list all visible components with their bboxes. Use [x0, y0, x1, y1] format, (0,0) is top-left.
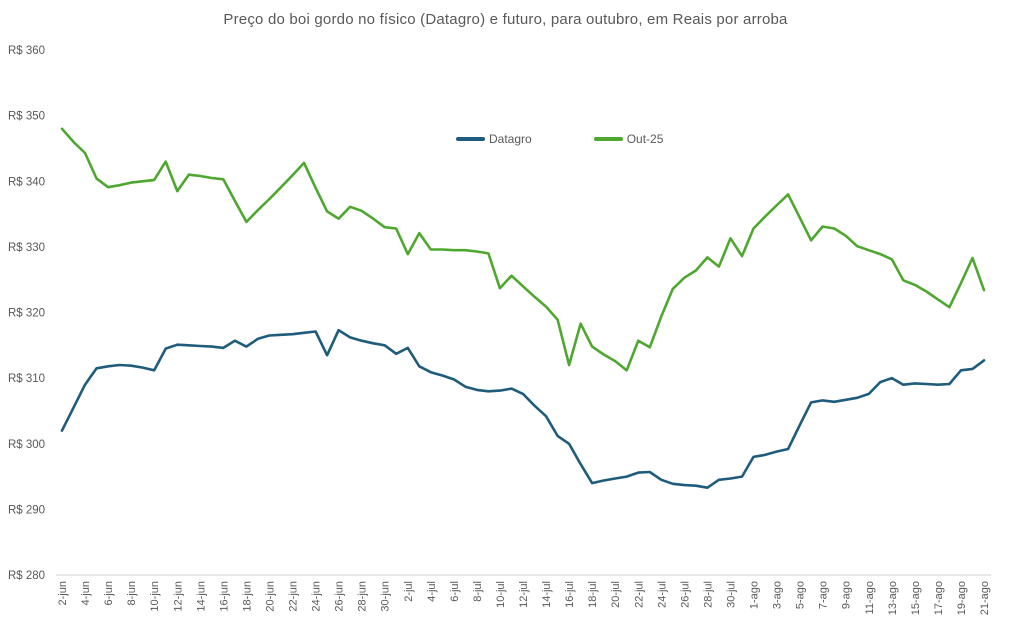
- y-tick-label: R$ 340: [8, 176, 45, 188]
- x-tick-label: 6-jun: [103, 581, 115, 605]
- y-tick-label: R$ 310: [8, 373, 45, 385]
- x-tick-label: 28-jun: [357, 581, 369, 612]
- legend-label-datagro: Datagro: [489, 132, 532, 146]
- y-tick-label: R$ 320: [8, 308, 45, 320]
- x-tick-label: 3-ago: [772, 581, 784, 609]
- x-tick-label: 10-jul: [495, 581, 507, 608]
- x-tick-label: 8-jun: [126, 581, 138, 605]
- x-tick-label: 5-ago: [795, 581, 807, 609]
- x-tick-label: 16-jul: [564, 581, 576, 608]
- x-tick-label: 16-jun: [218, 581, 230, 612]
- legend-marker-out25-line: [593, 137, 623, 141]
- x-tick-label: 26-jun: [334, 581, 346, 612]
- x-tick-label: 18-jun: [241, 581, 253, 612]
- x-tick-label: 24-jul: [656, 581, 668, 608]
- x-tick-label: 7-ago: [818, 581, 830, 609]
- x-tick-label: 4-jul: [426, 581, 438, 602]
- y-tick-label: R$ 300: [8, 439, 45, 451]
- x-tick-label: 28-jul: [702, 581, 714, 608]
- x-tick-label: 11-ago: [864, 581, 876, 614]
- x-tick-label: 2-jun: [57, 581, 69, 605]
- x-tick-label: 20-jun: [264, 581, 276, 612]
- x-tick-label: 26-jul: [679, 581, 691, 608]
- y-tick-label: R$ 290: [8, 504, 45, 516]
- y-tick-label: R$ 280: [8, 570, 45, 582]
- x-tick-label: 20-jul: [610, 581, 622, 608]
- x-tick-label: 22-jun: [288, 581, 300, 612]
- x-tick-label: 14-jun: [195, 581, 207, 612]
- x-tick-label: 13-ago: [887, 581, 899, 615]
- x-tick-label: 6-jul: [449, 581, 461, 602]
- x-tick-label: 17-ago: [933, 581, 945, 615]
- x-tick-label: 8-jul: [472, 581, 484, 602]
- x-tick-label: 2-jul: [403, 581, 415, 602]
- y-tick-label: R$ 350: [8, 111, 45, 123]
- x-tick-label: 19-ago: [956, 581, 968, 615]
- x-tick-label: 14-jul: [541, 581, 553, 608]
- x-tick-label: 12-jul: [518, 581, 530, 608]
- x-tick-label: 9-ago: [841, 581, 853, 609]
- x-tick-label: 30-jun: [380, 581, 392, 612]
- legend-marker-datagro-line: [456, 137, 485, 141]
- y-tick-label: R$ 360: [8, 45, 45, 57]
- x-tick-label: 18-jul: [587, 581, 599, 608]
- legend-item-datagro[interactable]: Datagro: [456, 132, 532, 146]
- chart-title: Preço do boi gordo no físico (Datagro) e…: [223, 11, 788, 28]
- x-tick-label: 24-jun: [311, 581, 323, 612]
- series-line-out-25: [60, 127, 986, 372]
- x-tick-label: 30-jul: [726, 581, 738, 608]
- x-tick-label: 1-ago: [749, 581, 761, 609]
- x-tick-label: 21-ago: [979, 581, 991, 615]
- x-tick-label: 12-jun: [172, 581, 184, 612]
- x-tick-label: 10-jun: [149, 581, 161, 612]
- series-line-datagro: [60, 328, 986, 490]
- x-tick-label: 4-jun: [80, 581, 92, 605]
- chart-legend: Datagro Out-25: [456, 132, 663, 146]
- y-tick-label: R$ 330: [8, 242, 45, 254]
- legend-label-out25: Out-25: [626, 132, 664, 146]
- legend-item-out25[interactable]: Out-25: [593, 132, 664, 146]
- x-tick-label: 15-ago: [910, 581, 922, 615]
- x-tick-label: 22-jul: [633, 581, 645, 608]
